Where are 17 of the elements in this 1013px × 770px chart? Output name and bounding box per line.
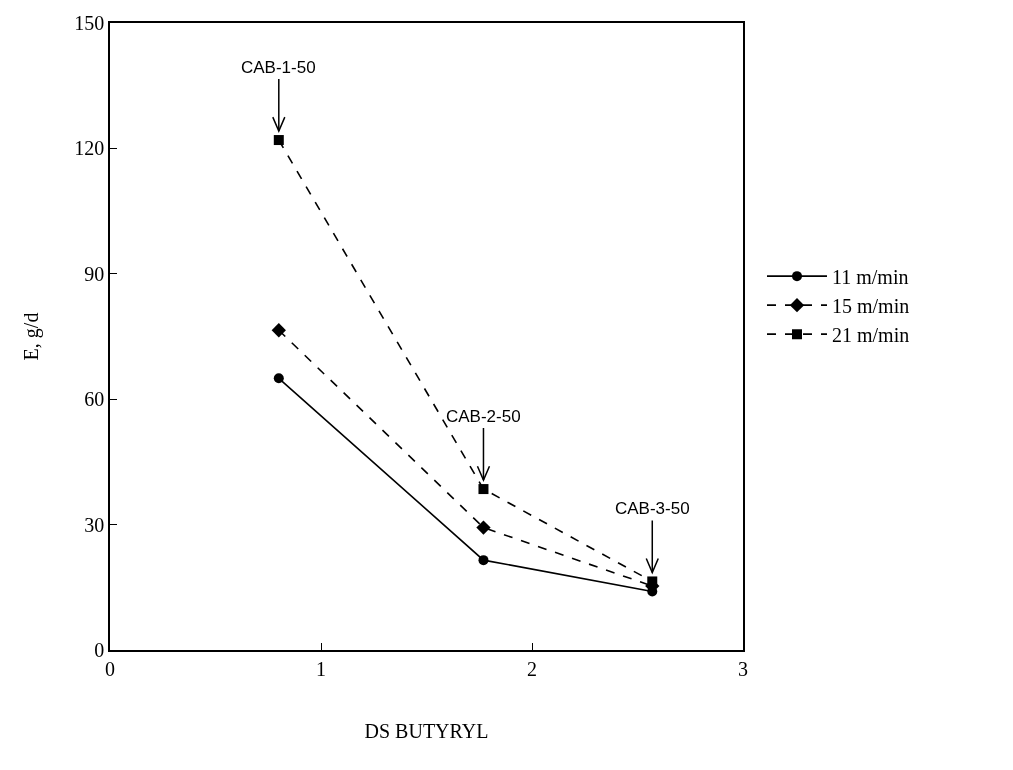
x-tick-label: 1	[316, 657, 326, 680]
x-axis-title: DS BUTYRYL	[364, 719, 489, 742]
legend-label: 11 m/min	[831, 265, 909, 288]
x-tick-label: 3	[738, 657, 748, 680]
y-tick-label: 60	[84, 388, 105, 411]
legend-label: 15 m/min	[831, 294, 910, 317]
legend-label: 21 m/min	[831, 323, 910, 346]
x-tick-label: 2	[527, 657, 537, 680]
annotation: CAB-1-50	[241, 58, 316, 77]
y-axis-title: E, g/d	[20, 312, 44, 361]
annotation: CAB-3-50	[615, 499, 690, 518]
y-tick-label: 90	[84, 262, 105, 285]
y-tick-label: 0	[94, 639, 105, 661]
y-tick-label: 30	[84, 513, 105, 536]
annotation: CAB-2-50	[446, 407, 521, 426]
y-tick-label: 150	[74, 12, 105, 34]
y-tick-label: 120	[74, 137, 105, 160]
